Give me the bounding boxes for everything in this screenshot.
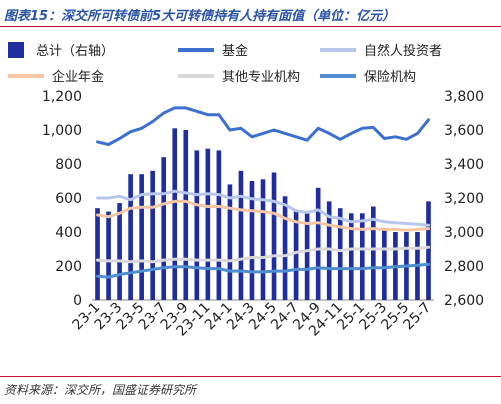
bar-total [249, 181, 255, 300]
y-right-tick-label: 2,600 [444, 293, 484, 309]
legend-swatch [8, 42, 24, 58]
bar-total [117, 203, 122, 300]
bar-total [359, 213, 365, 300]
legend-label: 基金 [222, 43, 248, 59]
y-right-tick-label: 3,200 [444, 191, 484, 207]
bar-total [238, 170, 244, 300]
bar-total [293, 209, 299, 300]
y-right-tick-label: 3,800 [444, 89, 484, 105]
legend-label: 自然人投资者 [364, 43, 442, 59]
bar-total [282, 196, 288, 300]
y-right-tick-label: 3,600 [444, 123, 484, 139]
y-left-tick-label: 600 [55, 191, 82, 207]
bar-total [216, 150, 222, 300]
bar-total [227, 184, 233, 300]
bar-total [260, 179, 266, 300]
legend-label: 保险机构 [364, 70, 416, 85]
source-divider [0, 376, 501, 377]
chart-title: 图表15：深交所可转债前5大可转债持有人持有面值（单位：亿元） [4, 9, 396, 24]
bar-total [382, 228, 387, 300]
bar-total [337, 208, 343, 300]
line-series [96, 106, 430, 146]
axes: 0 200 400 600 800 1,000 1,200 2,600 2,800 3,000 3,… [42, 89, 484, 309]
legend-label: 总计（右轴） [36, 44, 114, 59]
bar-total [304, 213, 310, 300]
bar-total [194, 150, 200, 300]
bar-total [139, 174, 144, 300]
bar-total [315, 187, 321, 300]
bars [95, 128, 431, 300]
source-note: 资料来源：深交所，国盛证券研究所 [4, 383, 197, 397]
line-series [96, 262, 430, 279]
y-right-tick-label: 3,400 [444, 157, 484, 173]
bar-total [326, 201, 332, 300]
title-divider [0, 26, 501, 27]
bar-total [95, 208, 100, 300]
y-left-tick-label: 400 [55, 225, 82, 241]
y-left-tick-label: 200 [55, 259, 82, 275]
y-right-tick-label: 3,000 [444, 225, 484, 241]
y-right-tick-label: 2,800 [444, 259, 484, 275]
legend-label: 其他专业机构 [222, 70, 300, 85]
lines [96, 106, 430, 279]
bar-total [426, 201, 431, 300]
bar-total [150, 170, 155, 300]
y-left-tick-label: 800 [55, 157, 82, 173]
x-tick-labels: 23-123-323-523-723-923-1124-124-324-524-… [70, 300, 435, 340]
bar-total [183, 130, 189, 300]
bar-total [172, 128, 178, 300]
y-left-tick-label: 0 [73, 293, 82, 309]
line-series [96, 245, 430, 264]
bar-total [161, 157, 167, 300]
y-left-tick-label: 1,000 [42, 123, 82, 139]
bar-total [128, 174, 133, 300]
line-series [96, 199, 430, 232]
bar-total [271, 172, 277, 300]
bar-total [348, 213, 354, 300]
bar-total [106, 211, 111, 300]
y-left-tick-label: 1,200 [42, 89, 82, 105]
bar-total [371, 206, 376, 300]
legend-label: 企业年金 [52, 69, 104, 85]
bar-total [205, 148, 211, 300]
line-series [96, 189, 430, 227]
